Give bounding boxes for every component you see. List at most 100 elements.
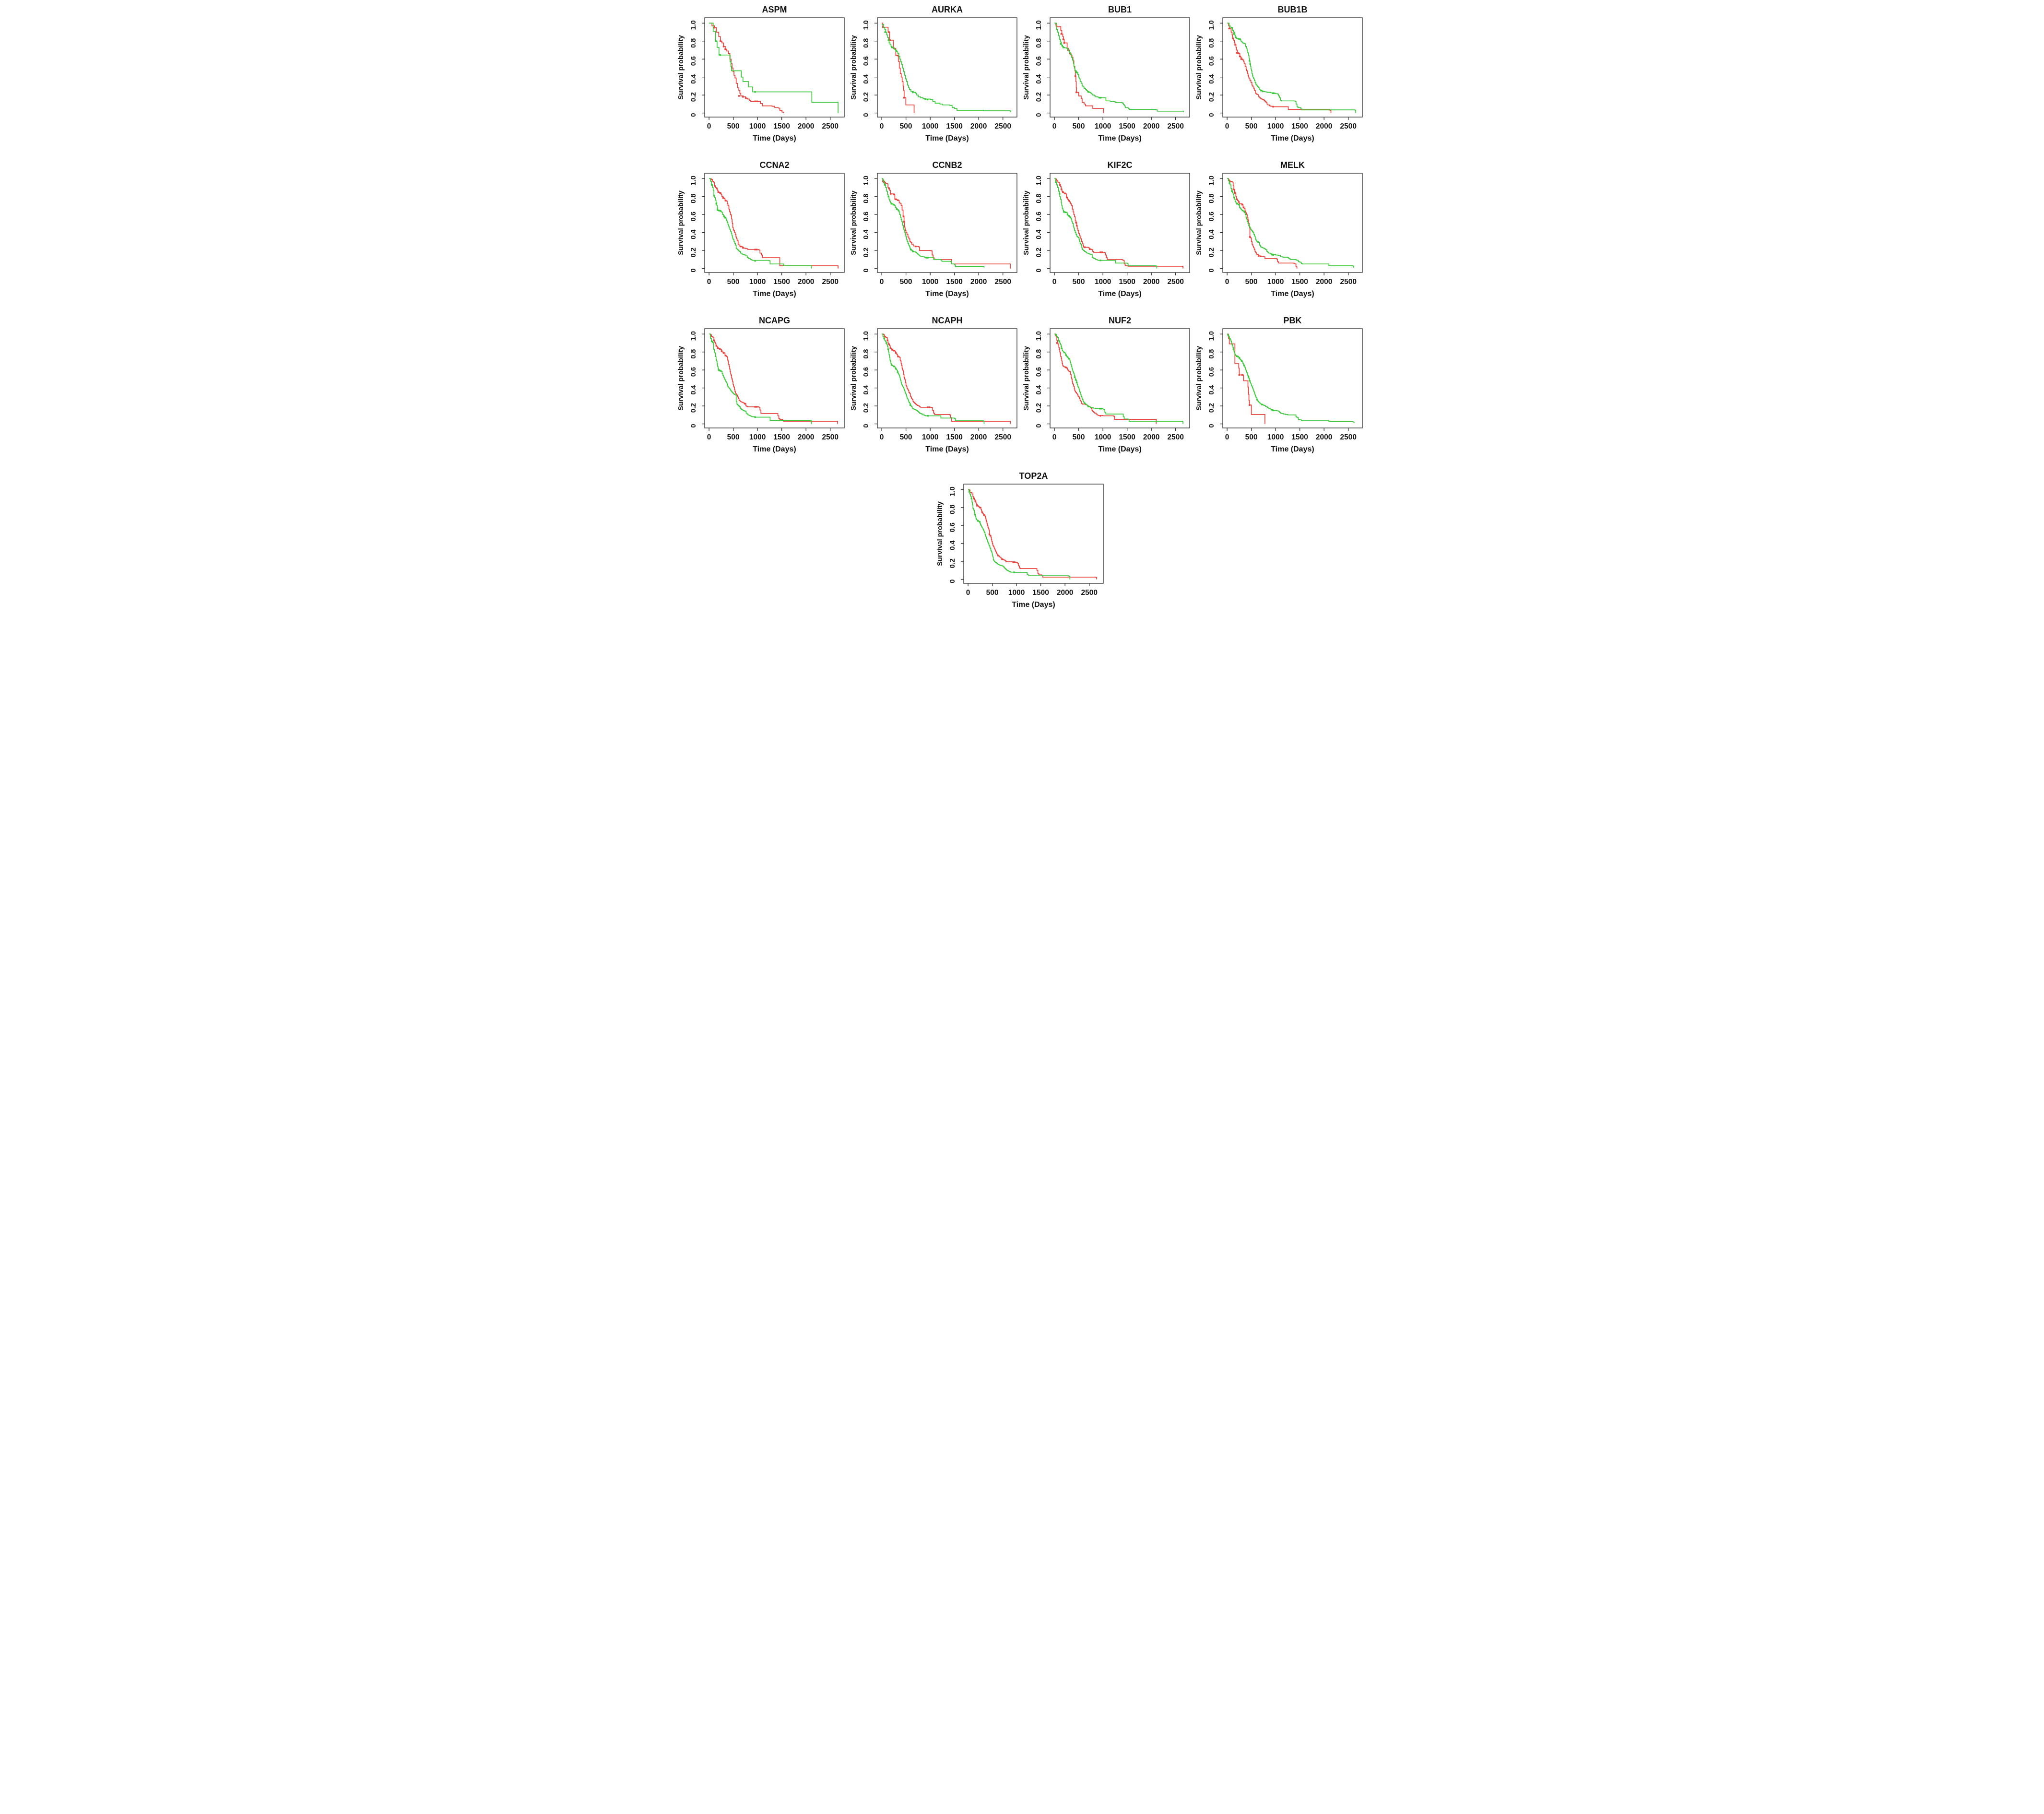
censor-mark-green	[1230, 190, 1233, 192]
y-tick-label: 0.4	[1035, 230, 1043, 239]
censor-mark-green	[1058, 340, 1060, 342]
censor-mark-red	[988, 534, 990, 535]
censor-mark-red	[997, 555, 999, 557]
censor-mark-red	[1075, 91, 1077, 94]
censor-mark-green	[1249, 63, 1251, 65]
censor-mark-green	[1075, 71, 1078, 73]
y-tick-label: 0	[1208, 424, 1216, 428]
censor-mark-green	[925, 257, 927, 259]
km-plot-bub1: BUB1 0 500 1000 1500 2000 2500 0 0.2 0.4 0.6 0.8 1.0…	[1023, 5, 1190, 142]
y-tick-label: 1.0	[949, 486, 957, 496]
censor-mark-green	[1233, 196, 1235, 199]
censor-mark-red	[713, 26, 715, 29]
y-tick-label: 0.2	[1208, 92, 1216, 102]
censor-mark-red	[719, 40, 721, 42]
censor-mark-red	[1001, 558, 1003, 560]
censor-mark-red	[1259, 255, 1262, 257]
censor-mark-red	[973, 498, 975, 499]
censor-mark-red	[903, 221, 905, 223]
y-tick-label: 0.2	[1035, 92, 1043, 102]
censor-mark-green	[710, 340, 712, 342]
censor-mark-red	[719, 348, 721, 350]
km-plot-ccna2: CCNA2 0 500 1000 1500 2000 2500 0 0.2 0.4 0.6 0.8 1.…	[677, 160, 845, 298]
censor-mark-red	[754, 406, 756, 408]
y-axis-label: Survival probability	[936, 501, 944, 566]
y-tick-label: 1.0	[1035, 20, 1043, 30]
censor-mark-green	[1066, 356, 1068, 358]
plot-title: CCNB2	[932, 160, 962, 170]
censor-mark-red	[893, 193, 895, 195]
y-axis-label: Survival probability	[850, 190, 858, 255]
censor-mark-green	[754, 416, 756, 418]
censor-mark-red	[1101, 251, 1103, 253]
censor-mark-red	[897, 356, 899, 357]
y-tick-label: 0.4	[862, 385, 870, 395]
x-tick-label: 500	[727, 122, 739, 130]
censor-mark-green	[1060, 347, 1062, 349]
survival-curve-red	[709, 178, 839, 269]
survival-curve-red	[968, 489, 1097, 580]
km-plot-ccnb2: CCNB2 0 500 1000 1500 2000 2500 0 0.2 0.4 0.6 0.8 1.…	[850, 160, 1017, 298]
y-tick-label: 0.8	[1035, 194, 1043, 203]
censor-mark-green	[1069, 216, 1071, 218]
censor-mark-red	[1063, 42, 1065, 44]
y-tick-label: 0.8	[862, 194, 870, 203]
censor-mark-red	[719, 192, 721, 194]
y-tick-label: 0.4	[949, 541, 957, 550]
x-tick-label: 2500	[1081, 589, 1097, 597]
x-tick-label: 0	[1052, 433, 1056, 441]
y-tick-label: 0.8	[1208, 38, 1216, 48]
x-tick-label: 1500	[773, 433, 790, 441]
x-tick-label: 1000	[749, 278, 765, 286]
censor-mark-red	[756, 100, 758, 102]
x-tick-label: 1000	[1094, 433, 1111, 441]
survival-curve-red	[1054, 23, 1104, 113]
censor-mark-green	[1061, 45, 1063, 47]
censor-mark-green	[1068, 358, 1070, 360]
x-tick-label: 1500	[1291, 433, 1308, 441]
survival-curve-green	[968, 489, 1070, 580]
censor-mark-red	[721, 350, 722, 352]
censor-mark-green	[890, 364, 893, 366]
x-tick-label: 1500	[946, 122, 962, 130]
plot-title: ASPM	[762, 5, 787, 14]
censor-mark-red	[983, 514, 985, 516]
y-tick-label: 0.8	[862, 38, 870, 48]
x-tick-label: 2500	[1340, 122, 1356, 130]
censor-mark-red	[1099, 251, 1101, 253]
survival-curve-green	[881, 333, 984, 424]
censor-mark-green	[716, 209, 718, 211]
censor-mark-green	[724, 217, 726, 219]
censor-mark-green	[719, 54, 721, 56]
censor-mark-green	[1054, 181, 1057, 183]
y-tick-label: 0.6	[690, 56, 697, 66]
y-tick-label: 0.4	[862, 74, 870, 84]
censor-mark-red	[742, 247, 744, 249]
x-axis-label: Time (Days)	[753, 290, 796, 298]
censor-mark-green	[1062, 47, 1064, 48]
x-tick-label: 1000	[749, 122, 765, 130]
censor-mark-red	[891, 349, 893, 351]
y-tick-label: 1.0	[1208, 331, 1216, 341]
plot-title: KIF2C	[1107, 160, 1132, 170]
y-axis-label: Survival probability	[1195, 35, 1203, 100]
censor-mark-green	[1237, 38, 1240, 40]
censor-mark-red	[889, 39, 891, 41]
y-tick-label: 1.0	[862, 176, 870, 185]
plot-title: NCAPG	[758, 316, 790, 325]
y-tick-label: 0.4	[1035, 385, 1043, 395]
censor-mark-red	[886, 339, 888, 342]
censor-mark-green	[1232, 348, 1234, 350]
censor-mark-green	[718, 369, 721, 371]
y-axis-label: Survival probability	[677, 190, 685, 255]
censor-mark-red	[742, 96, 744, 98]
censor-mark-red	[1239, 55, 1241, 58]
y-axis-label: Survival probability	[1195, 190, 1203, 255]
y-tick-label: 0.8	[1208, 194, 1216, 203]
x-tick-label: 1500	[1119, 122, 1135, 130]
censor-mark-green	[1099, 408, 1101, 410]
censor-mark-red	[928, 406, 930, 408]
y-tick-label: 0	[1208, 269, 1216, 273]
plot-box	[876, 173, 1017, 273]
y-tick-label: 0.6	[1208, 367, 1216, 377]
